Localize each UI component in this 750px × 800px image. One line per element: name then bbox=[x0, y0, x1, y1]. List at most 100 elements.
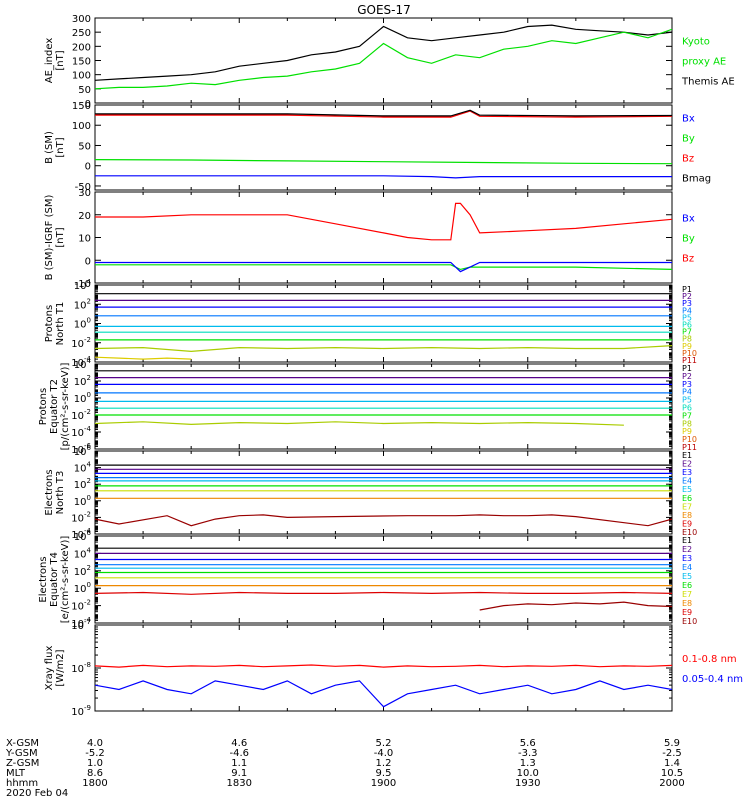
series-line-p8 bbox=[95, 345, 672, 353]
y-tick-label: 106 bbox=[74, 529, 92, 543]
legend-entry: E8 bbox=[682, 511, 692, 520]
legend-entry: P5 bbox=[682, 396, 692, 405]
legend-entry: P1 bbox=[682, 285, 692, 294]
y-tick-label: 100 bbox=[72, 121, 91, 132]
y-tick-label: 104 bbox=[74, 546, 92, 560]
panel-bigrf: -10 0 10 20 30 B (SM)-IGRF (SM) [nT] Bx By Bz bbox=[44, 188, 695, 290]
x-axis-tick-value: 1900 bbox=[371, 778, 396, 789]
y-axis-label: [W/m2] bbox=[55, 649, 66, 686]
x-axis-tick-value: 4.6 bbox=[231, 738, 247, 749]
series-line-e9 bbox=[95, 514, 672, 527]
series-line-e9 bbox=[95, 591, 672, 595]
x-axis-tick-value: 1.3 bbox=[520, 758, 536, 769]
y-tick-label: 50 bbox=[78, 85, 91, 96]
x-axis-tick-value: 5.9 bbox=[664, 738, 680, 749]
legend-entry: E7 bbox=[682, 502, 692, 511]
y-tick-label: 0 bbox=[85, 256, 91, 267]
x-axis-tick-value: -5.2 bbox=[85, 748, 105, 759]
legend-entry: E6 bbox=[682, 581, 692, 590]
legend-entry: Bz bbox=[682, 254, 694, 265]
series-line-kyoto-proxy-ae bbox=[95, 28, 672, 90]
series-line-by bbox=[95, 264, 672, 271]
series-line-bz bbox=[95, 202, 672, 241]
y-tick-label: 10-2 bbox=[71, 599, 91, 613]
x-axis-tick-value: 5.2 bbox=[376, 738, 392, 749]
y-tick-label: 100 bbox=[72, 71, 91, 82]
y-tick-label: 10-8 bbox=[71, 661, 91, 675]
x-axis-row-label: X-GSM bbox=[6, 738, 39, 749]
series-line-bx bbox=[95, 261, 672, 273]
panel-bsm: -50 0 50 100 150 B (SM) [nT] Bx By Bz Bmag bbox=[44, 101, 711, 193]
x-axis-tick-value: -2.5 bbox=[662, 748, 682, 759]
y-axis-label: Protons bbox=[44, 305, 55, 342]
series-line-0-05-0-4-nm bbox=[95, 680, 672, 708]
y-tick-label: 10-4 bbox=[71, 425, 91, 439]
y-tick-label: 50 bbox=[78, 141, 91, 152]
series-line-e10 bbox=[479, 601, 672, 611]
legend-entry: P11 bbox=[682, 356, 697, 365]
y-tick-label: 10-2 bbox=[71, 408, 91, 422]
legend-entry: E2 bbox=[682, 545, 692, 554]
y-axis-label: B (SM) bbox=[44, 131, 55, 164]
legend-entry: E10 bbox=[682, 617, 697, 626]
legend-entry: proxy AE bbox=[682, 57, 726, 68]
y-tick-label: -50 bbox=[75, 182, 91, 193]
y-tick-label: 0 bbox=[85, 162, 91, 173]
legend-entry: E4 bbox=[682, 477, 692, 486]
x-axis-tick-value: -4.6 bbox=[229, 748, 249, 759]
legend-entry: E2 bbox=[682, 460, 692, 469]
x-axis-tick-value: 1.2 bbox=[376, 758, 392, 769]
panel-frame bbox=[94, 17, 673, 104]
x-axis-tick-value: -4.0 bbox=[374, 748, 394, 759]
y-tick-label: 102 bbox=[74, 477, 91, 491]
series-line-p9 bbox=[95, 356, 192, 360]
legend-entry: E7 bbox=[682, 590, 692, 599]
series-line-p8 bbox=[95, 421, 624, 426]
series-line-bz bbox=[95, 110, 672, 118]
y-axis-label: North T3 bbox=[55, 471, 66, 515]
y-axis-label: Electrons bbox=[44, 469, 55, 515]
x-axis-tick-value: 10.0 bbox=[517, 768, 539, 779]
y-axis-label: North T1 bbox=[55, 302, 66, 346]
y-tick-label: 104 bbox=[74, 357, 92, 371]
x-axis-tick-value: 1800 bbox=[82, 778, 107, 789]
y-tick-label: 106 bbox=[74, 444, 92, 458]
legend-entry: 0.05-0.4 nm bbox=[682, 674, 743, 685]
x-axis-tick-value: 5.6 bbox=[520, 738, 536, 749]
legend-entry: 0.1-0.8 nm bbox=[682, 654, 737, 665]
legend-entry: P5 bbox=[682, 313, 692, 322]
x-axis-tick-value: 2000 bbox=[659, 778, 684, 789]
legend-entry: P6 bbox=[682, 404, 692, 413]
series-line-0-1-0-8-nm bbox=[95, 664, 672, 668]
figure-title: GOES-17 bbox=[357, 3, 411, 17]
y-tick-label: 150 bbox=[72, 101, 91, 112]
legend-entry: E4 bbox=[682, 563, 692, 572]
legend-entry: P8 bbox=[682, 335, 692, 344]
y-tick-label: 20 bbox=[78, 211, 91, 222]
panel-xray: 10-9 10-8 10-7 Xray flux [W/m2] 0.1-0.8 nm 0.0… bbox=[44, 618, 743, 718]
legend-entry: P2 bbox=[682, 372, 692, 381]
legend-entry: E9 bbox=[682, 608, 692, 617]
legend-entry: Themis AE bbox=[681, 77, 735, 88]
panel-ae: 0 50 100 150 200 250 300 AE_index [nT] Kyoto proxy… bbox=[44, 14, 735, 110]
y-tick-label: 30 bbox=[78, 188, 91, 199]
y-tick-label: 300 bbox=[72, 14, 91, 25]
y-axis-label: Xray flux bbox=[44, 646, 55, 691]
legend-entry: P9 bbox=[682, 342, 692, 351]
y-tick-label: 250 bbox=[72, 28, 91, 39]
legend-entry: P1 bbox=[682, 364, 692, 373]
panel-frame bbox=[94, 624, 673, 712]
panel-frame bbox=[94, 363, 673, 450]
legend-entry: E1 bbox=[682, 451, 692, 460]
legend-entry: P7 bbox=[682, 328, 692, 337]
y-axis-label: [nT] bbox=[55, 50, 66, 70]
legend-entry: P10 bbox=[682, 435, 697, 444]
x-axis-tick-value: 1930 bbox=[515, 778, 540, 789]
y-tick-label: 100 bbox=[74, 494, 91, 508]
legend-entry: E10 bbox=[682, 528, 697, 537]
legend-entry: E5 bbox=[682, 572, 692, 581]
y-axis-label: [p/(cm²-s-sr-keV)] bbox=[60, 363, 71, 451]
